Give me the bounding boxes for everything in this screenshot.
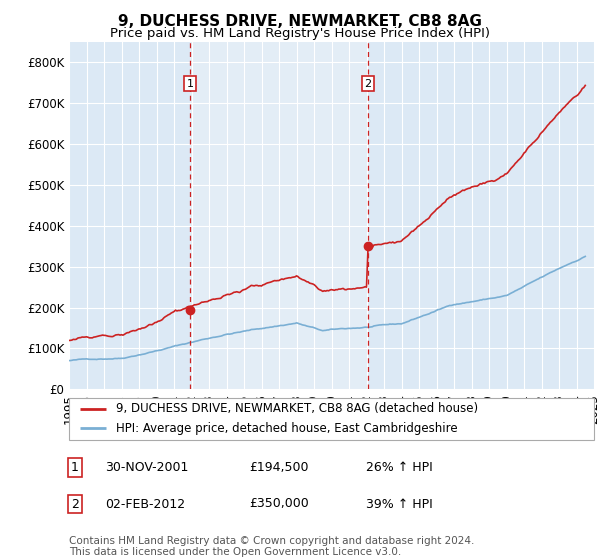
Text: 2: 2 bbox=[71, 497, 79, 511]
Text: 1: 1 bbox=[71, 461, 79, 474]
Text: Contains HM Land Registry data © Crown copyright and database right 2024.
This d: Contains HM Land Registry data © Crown c… bbox=[69, 535, 475, 557]
Text: £194,500: £194,500 bbox=[249, 461, 308, 474]
Text: HPI: Average price, detached house, East Cambridgeshire: HPI: Average price, detached house, East… bbox=[116, 422, 458, 435]
Text: 30-NOV-2001: 30-NOV-2001 bbox=[105, 461, 188, 474]
Text: 02-FEB-2012: 02-FEB-2012 bbox=[105, 497, 185, 511]
Bar bbox=[190, 42, 368, 389]
Text: 1: 1 bbox=[187, 78, 194, 88]
Text: 26% ↑ HPI: 26% ↑ HPI bbox=[366, 461, 433, 474]
Text: £350,000: £350,000 bbox=[249, 497, 309, 511]
Text: 39% ↑ HPI: 39% ↑ HPI bbox=[366, 497, 433, 511]
Text: Price paid vs. HM Land Registry's House Price Index (HPI): Price paid vs. HM Land Registry's House … bbox=[110, 27, 490, 40]
FancyBboxPatch shape bbox=[69, 398, 594, 440]
Text: 2: 2 bbox=[364, 78, 371, 88]
Text: 9, DUCHESS DRIVE, NEWMARKET, CB8 8AG: 9, DUCHESS DRIVE, NEWMARKET, CB8 8AG bbox=[118, 14, 482, 29]
Text: 9, DUCHESS DRIVE, NEWMARKET, CB8 8AG (detached house): 9, DUCHESS DRIVE, NEWMARKET, CB8 8AG (de… bbox=[116, 403, 478, 416]
